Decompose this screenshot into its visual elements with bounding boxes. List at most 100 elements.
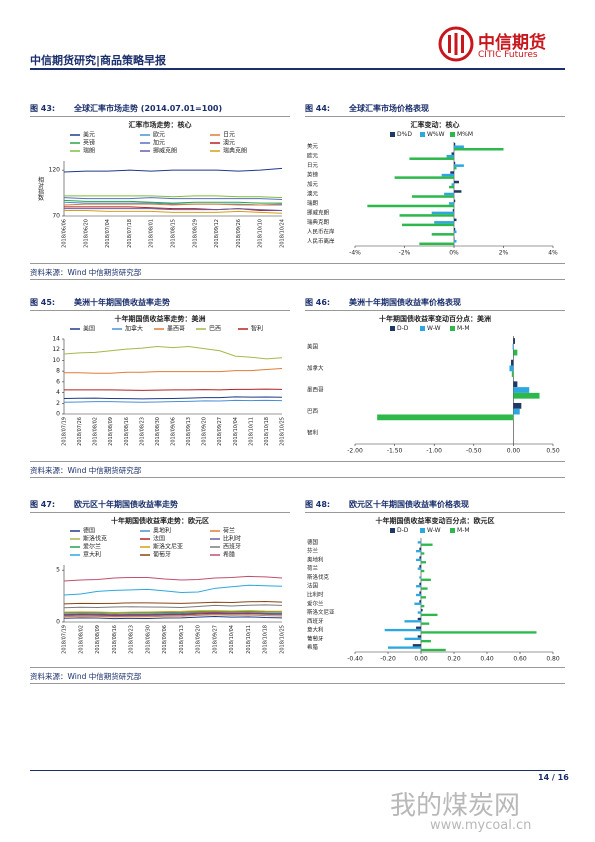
x-tick-label: -1.00 (426, 448, 442, 455)
series-line (63, 203, 283, 206)
bar (511, 359, 514, 366)
bar (446, 154, 454, 158)
series-line (63, 197, 283, 200)
legend-label: 法国 (153, 535, 165, 543)
legend-label: D%D (397, 131, 412, 138)
bar (451, 183, 454, 186)
x-tick-label: 2018/08/29 (192, 219, 198, 248)
legend-label: M-M (457, 325, 470, 332)
bar (434, 221, 454, 224)
x-tick-label: 0.80 (546, 656, 560, 663)
chart-title: 汇率市场走势：核心 (129, 120, 192, 129)
series-line (63, 345, 283, 360)
category-label: 加元 (307, 180, 319, 188)
bar (388, 646, 421, 649)
x-tick-label: 0.00 (507, 448, 521, 455)
category-label: 美元 (307, 142, 319, 150)
bar (394, 176, 454, 179)
category-label: 人民币在岸 (307, 227, 335, 235)
category-label: 英镑 (307, 171, 319, 179)
bar (416, 593, 421, 597)
series-line (64, 210, 283, 214)
legend-label: 日元 (223, 132, 235, 139)
legend-label: 智利 (251, 325, 263, 333)
y-tick-label: 70 (52, 213, 60, 220)
legend-label: 美国 (83, 325, 95, 333)
x-tick-label: -0.20 (380, 656, 396, 663)
bar (409, 157, 454, 160)
bar (454, 166, 457, 170)
bar (454, 164, 464, 167)
legend-swatch (390, 326, 395, 331)
bar (421, 622, 430, 625)
legend-label: W%W (427, 131, 445, 138)
figure-number: 图 43: (30, 104, 56, 113)
y-tick-label: 0 (56, 411, 60, 418)
source-rule-top (30, 667, 565, 668)
x-tick-label: 2018/07/18 (127, 219, 133, 248)
figure-caption: 全球汇率市场价格表现 (349, 104, 429, 113)
caption-rule (305, 310, 565, 311)
category-label: 日元 (307, 162, 319, 169)
x-tick-label: 2018/09/12 (214, 219, 220, 248)
x-tick-label: 2018/08/02 (93, 417, 99, 446)
source-rule-bottom (30, 279, 565, 280)
bar (411, 195, 454, 198)
legend-swatch (450, 132, 455, 137)
series-line (63, 612, 283, 616)
bar (509, 365, 514, 372)
category-label: 斯洛文尼亚 (307, 608, 335, 616)
x-tick-label: 2018/10/25 (280, 625, 286, 654)
category-label: 墨西哥 (307, 387, 324, 394)
bar (441, 173, 454, 177)
x-tick-label: 4% (548, 250, 558, 257)
x-tick-label: 2018/10/04 (233, 417, 239, 446)
legend-label: 瑞朗 (83, 147, 95, 155)
legend-label: 瑞典克朗 (223, 147, 247, 155)
legend-label: 意大利 (83, 551, 101, 559)
bar (421, 587, 428, 590)
bar (513, 402, 522, 409)
bar (431, 211, 454, 215)
caption-rule (305, 116, 565, 117)
source-rule-top (30, 263, 565, 264)
bar (419, 547, 421, 550)
bar (513, 349, 518, 356)
legend-label: 荷兰 (223, 527, 235, 535)
x-tick-label: 0.60 (513, 656, 527, 663)
y-tick-label: 120 (49, 167, 61, 174)
x-tick-label: -4% (349, 250, 361, 257)
bar (421, 613, 438, 617)
bar (513, 392, 540, 399)
legend-label: 德国 (83, 527, 95, 535)
figure-number: 图 47: (30, 500, 56, 509)
category-label: 人民币离岸 (307, 237, 335, 245)
bar (511, 371, 514, 378)
category-label: 葡萄牙 (307, 634, 324, 642)
y-tick-label: 0 (56, 619, 60, 626)
x-tick-label: 0.40 (480, 656, 494, 663)
figure-caption: 全球汇率市场走势 (2014.07.01=100) (74, 104, 223, 113)
bar (419, 576, 421, 579)
bar (421, 569, 425, 573)
bar (454, 240, 457, 243)
x-tick-label: 2018/08/30 (155, 417, 161, 446)
watermark-url: www.mycoal.cn (430, 818, 532, 833)
series-line (63, 610, 283, 613)
legend-label: 希腊 (223, 551, 235, 559)
bar (419, 582, 421, 586)
bar (454, 230, 457, 234)
bar (513, 381, 518, 388)
x-tick-label: 2018/08/01 (149, 219, 155, 248)
x-tick-label: 2018/08/16 (124, 417, 130, 446)
legend-label: M%M (457, 131, 473, 138)
legend-swatch (420, 326, 425, 331)
legend-label: 英镑 (83, 139, 95, 147)
legend-label: 巴西 (209, 326, 221, 333)
series-line (63, 201, 282, 206)
legend-label: 西班牙 (223, 543, 241, 551)
category-label: 奥地利 (307, 555, 324, 563)
x-tick-label: 2018/08/15 (171, 219, 177, 248)
